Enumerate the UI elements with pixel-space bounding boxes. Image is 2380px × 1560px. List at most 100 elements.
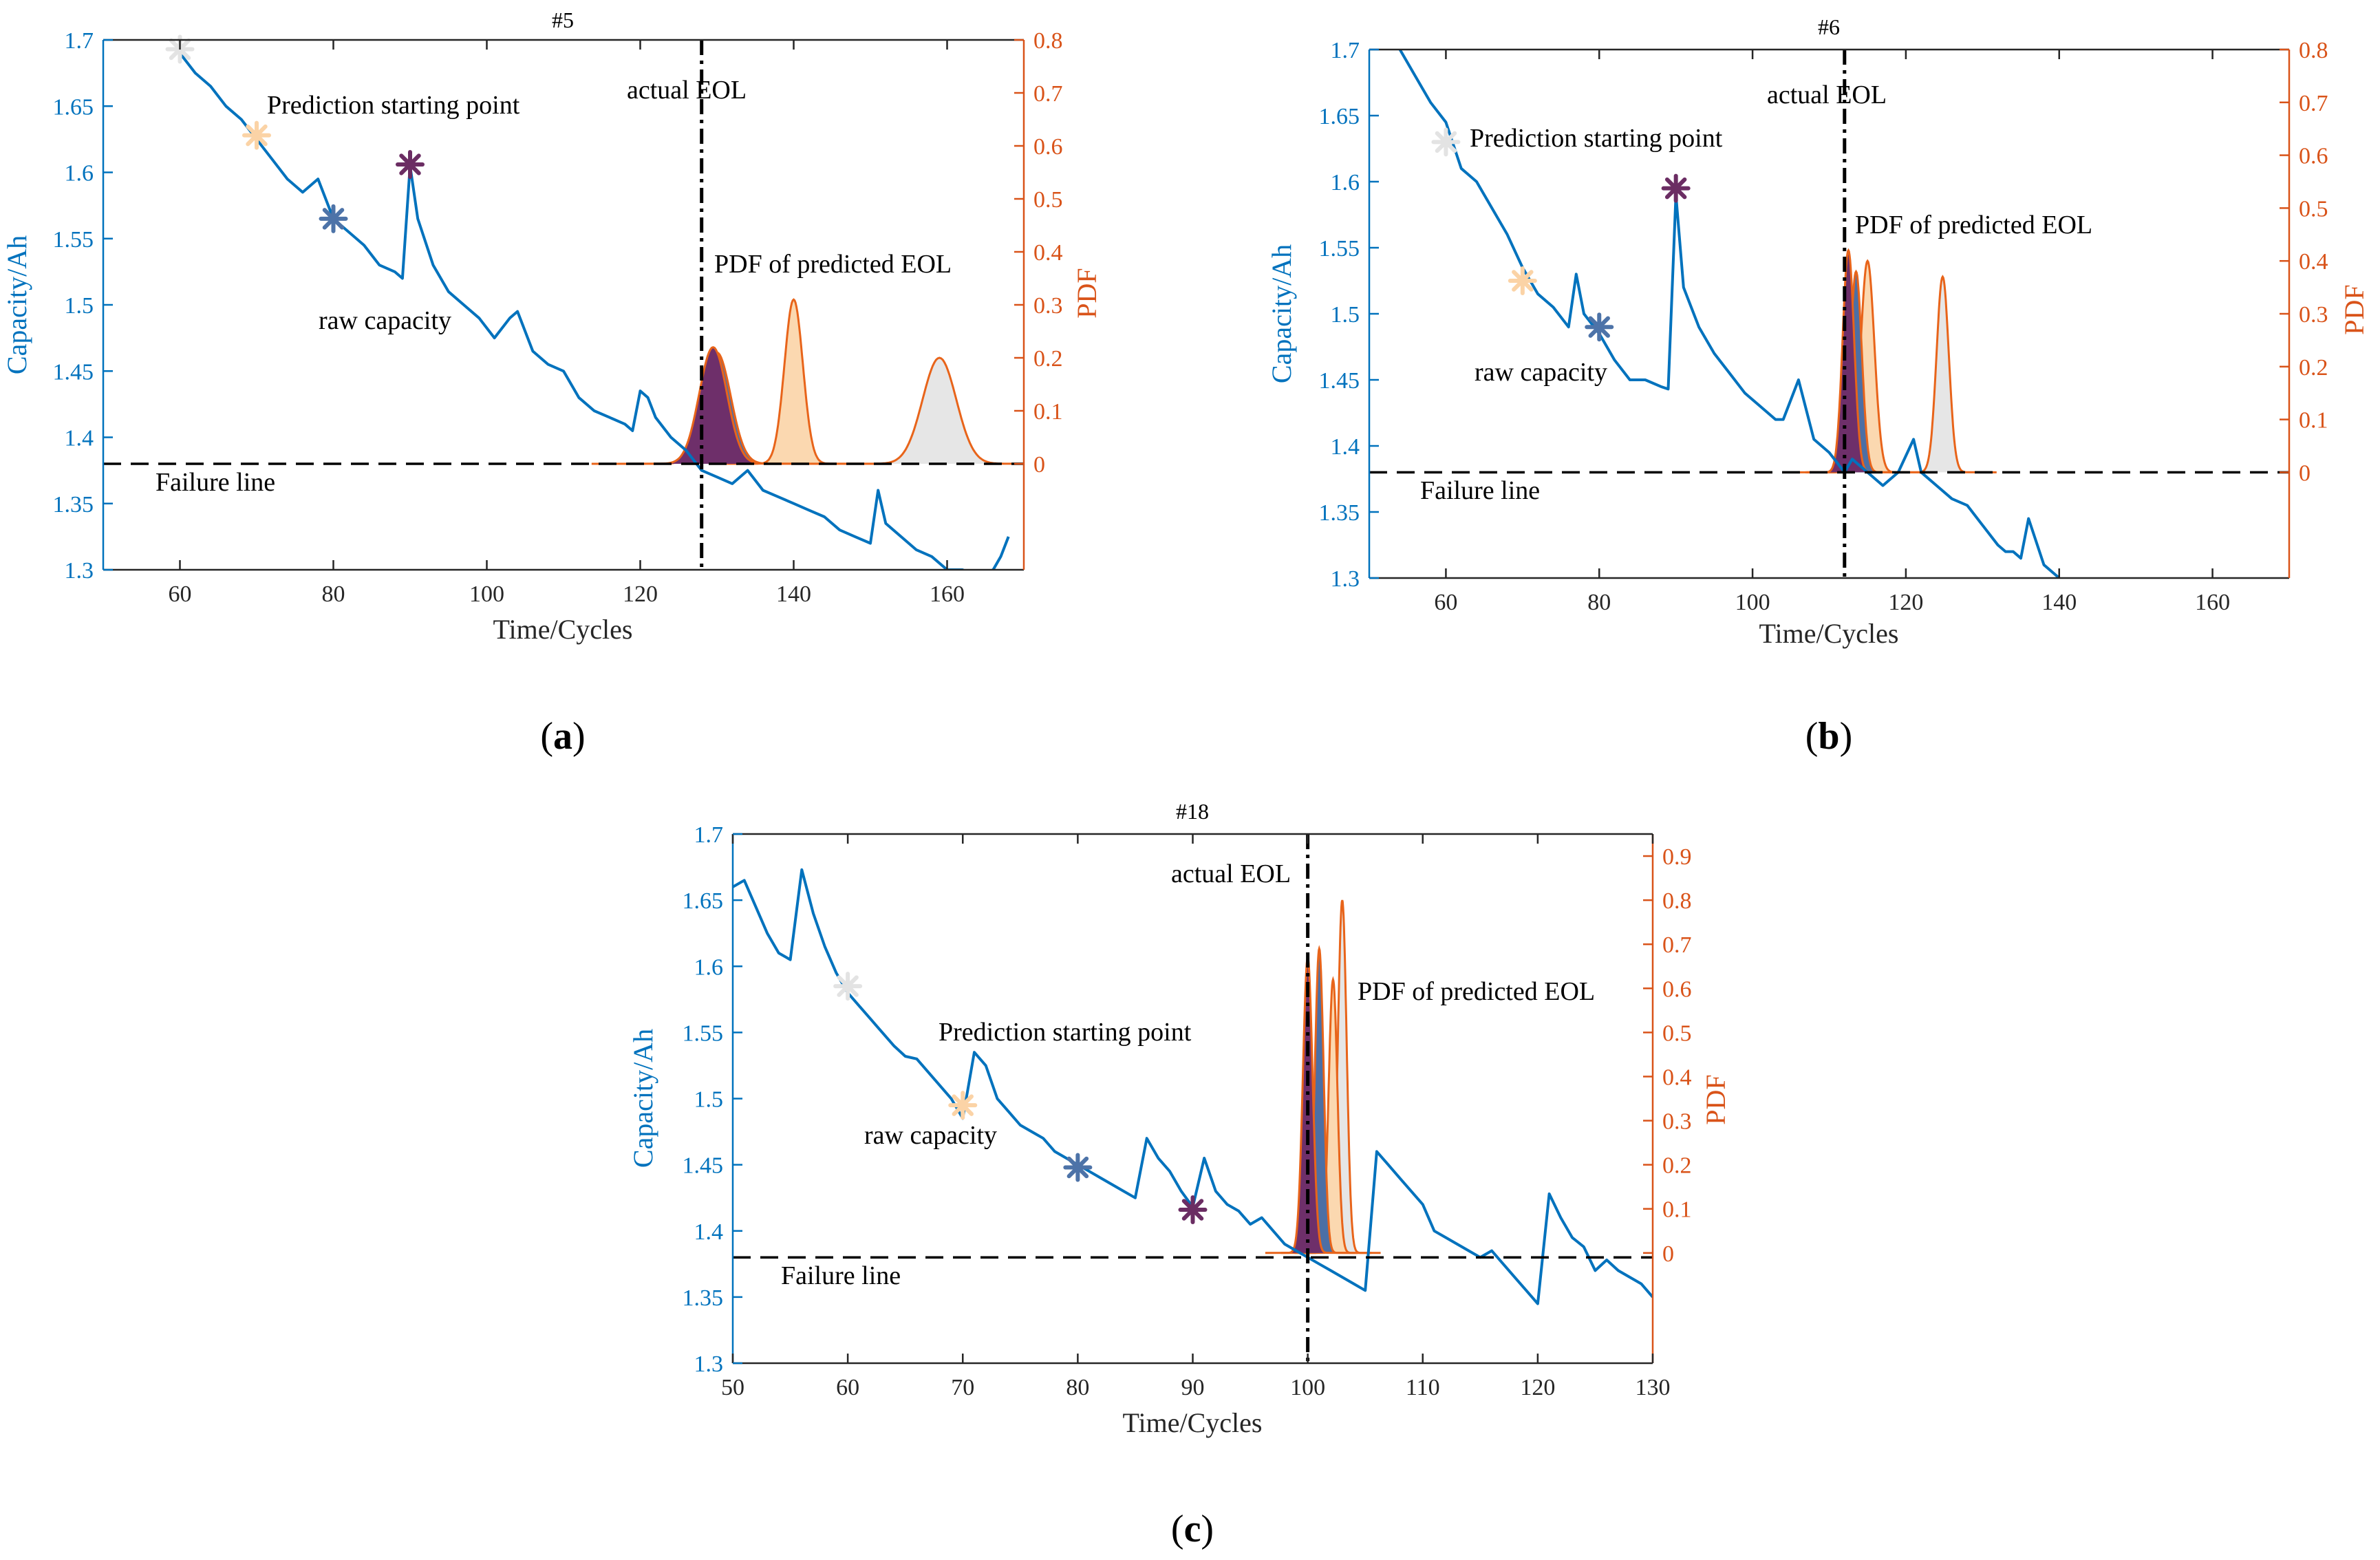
y-tick-label: 1.65 (53, 94, 94, 120)
y2-tick-label: 0.5 (2299, 196, 2328, 222)
pdf-fill-3 (1797, 250, 1899, 473)
y2-tick-label: 0.6 (1033, 134, 1063, 160)
annotation-actual-eol: actual EOL (1171, 859, 1291, 888)
start-marker-80 (319, 204, 348, 233)
panel-label: (a) (540, 715, 585, 758)
pdf-fill-1 (712, 299, 875, 464)
x-tick-label: 100 (1290, 1375, 1325, 1400)
y-tick-label: 1.55 (1319, 236, 1360, 261)
annotation-prediction-start: Prediction starting point (939, 1018, 1192, 1047)
y2-tick-label: 0 (1033, 452, 1045, 478)
y-tick-label: 1.7 (65, 28, 94, 54)
y-tick-label: 1.5 (65, 293, 94, 319)
annotation-pdf: PDF of predicted EOL (714, 250, 952, 279)
y2-tick-label: 0.6 (1662, 976, 1692, 1002)
plot-area (733, 868, 1653, 1305)
plot-area (1398, 50, 2061, 578)
y-tick-label: 1.4 (1331, 434, 1360, 460)
y2-tick-label: 0.4 (1662, 1065, 1692, 1090)
x-axis-label: Time/Cycles (493, 614, 633, 645)
y-tick-label: 1.6 (694, 954, 724, 980)
annotation-failure: Failure line (781, 1261, 901, 1290)
x-tick-label: 80 (322, 581, 345, 607)
start-marker-90 (1178, 1195, 1208, 1224)
y-axis-label: Capacity/Ah (1, 235, 32, 374)
capacity-line (178, 52, 1010, 570)
start-marker-90 (396, 149, 425, 179)
panel-label: (c) (1171, 1508, 1214, 1550)
x-tick-label: 80 (1587, 590, 1611, 615)
x-tick-label: 50 (721, 1375, 744, 1400)
y-tick-label: 1.5 (694, 1087, 724, 1113)
x-tick-label: 160 (2195, 590, 2230, 615)
chart-title: #18 (1176, 799, 1209, 824)
start-marker-60 (833, 972, 863, 1001)
y2-tick-label: 0.2 (2299, 355, 2328, 381)
annotation-failure: Failure line (1420, 476, 1540, 505)
start-marker-70 (1508, 266, 1537, 295)
annotation-actual-eol: actual EOL (627, 76, 747, 105)
annotation-actual-eol: actual EOL (1767, 81, 1887, 109)
y-tick-label: 1.35 (53, 492, 94, 517)
y-axis-label: Capacity/Ah (628, 1029, 658, 1168)
x-tick-label: 100 (1735, 590, 1770, 615)
start-marker-80 (1585, 312, 1614, 342)
x-tick-label: 160 (930, 581, 965, 607)
x-tick-label: 90 (1181, 1375, 1205, 1400)
panel-label: (b) (1805, 715, 1852, 758)
pdf-curve-0 (791, 356, 1024, 465)
annotation-raw: raw capacity (1475, 358, 1607, 387)
pdf-fill-3 (591, 347, 835, 464)
x-tick-label: 120 (1520, 1375, 1555, 1400)
y2-axis-label: PDF (1700, 1074, 1731, 1124)
x-axis-label: Time/Cycles (1759, 618, 1899, 649)
pdf-fill-0 (1889, 277, 1997, 473)
start-marker-70 (948, 1091, 978, 1120)
x-tick-label: 110 (1406, 1375, 1440, 1400)
start-marker-60 (1431, 127, 1461, 157)
y2-tick-label: 0.4 (1033, 240, 1063, 266)
y2-tick-label: 0.3 (1662, 1109, 1692, 1135)
x-tick-label: 130 (1636, 1375, 1671, 1400)
x-tick-label: 140 (776, 581, 811, 607)
annotation-prediction-start: Prediction starting point (1470, 124, 1723, 153)
annotation-raw: raw capacity (864, 1121, 997, 1150)
y2-tick-label: 0.5 (1662, 1021, 1692, 1046)
y-tick-label: 1.4 (694, 1219, 724, 1245)
annotation-raw: raw capacity (319, 306, 451, 335)
pdf-fill-2 (1280, 948, 1358, 1253)
capacity-line (1398, 50, 2061, 578)
annotation-failure: Failure line (156, 468, 275, 497)
x-tick-label: 80 (1066, 1375, 1089, 1400)
y2-tick-label: 0.8 (2299, 38, 2328, 63)
capacity-line (733, 868, 1653, 1305)
panel-c: 50 60 70 80 90 100 110 120 130 1.3 1.35 1.4 1.45 1.5 1… (628, 799, 1731, 1550)
y2-tick-label: 0.8 (1033, 28, 1063, 54)
annotation-pdf: PDF of predicted EOL (1855, 211, 2092, 239)
y2-tick-label: 0.7 (2299, 91, 2328, 116)
y-tick-label: 1.45 (683, 1153, 724, 1179)
y-tick-label: 1.7 (694, 822, 724, 848)
y-tick-label: 1.6 (1331, 170, 1360, 195)
annotation-pdf: PDF of predicted EOL (1358, 977, 1595, 1006)
y2-tick-label: 0.4 (2299, 249, 2328, 275)
y-tick-label: 1.55 (683, 1021, 724, 1046)
pdf-fill-0 (791, 358, 1024, 464)
pdf-fill-1 (1807, 261, 1929, 473)
y-tick-label: 1.3 (694, 1351, 724, 1377)
pdf-fill-0 (1303, 900, 1381, 1253)
y-tick-label: 1.65 (1319, 104, 1360, 129)
y-tick-label: 1.6 (65, 161, 94, 186)
x-tick-label: 70 (951, 1375, 974, 1400)
chart-title: #6 (1818, 14, 1840, 39)
chart-title: #5 (552, 8, 574, 32)
y2-tick-label: 0 (1662, 1241, 1674, 1267)
y-tick-label: 1.3 (1331, 566, 1360, 592)
y2-tick-label: 0.7 (1662, 932, 1692, 958)
start-marker-80 (1063, 1153, 1093, 1182)
annotation-prediction-start: Prediction starting point (267, 91, 520, 120)
y-tick-label: 1.7 (1331, 38, 1360, 63)
pdf-curve-0 (1888, 275, 1997, 473)
y2-tick-label: 0.1 (1662, 1197, 1692, 1223)
